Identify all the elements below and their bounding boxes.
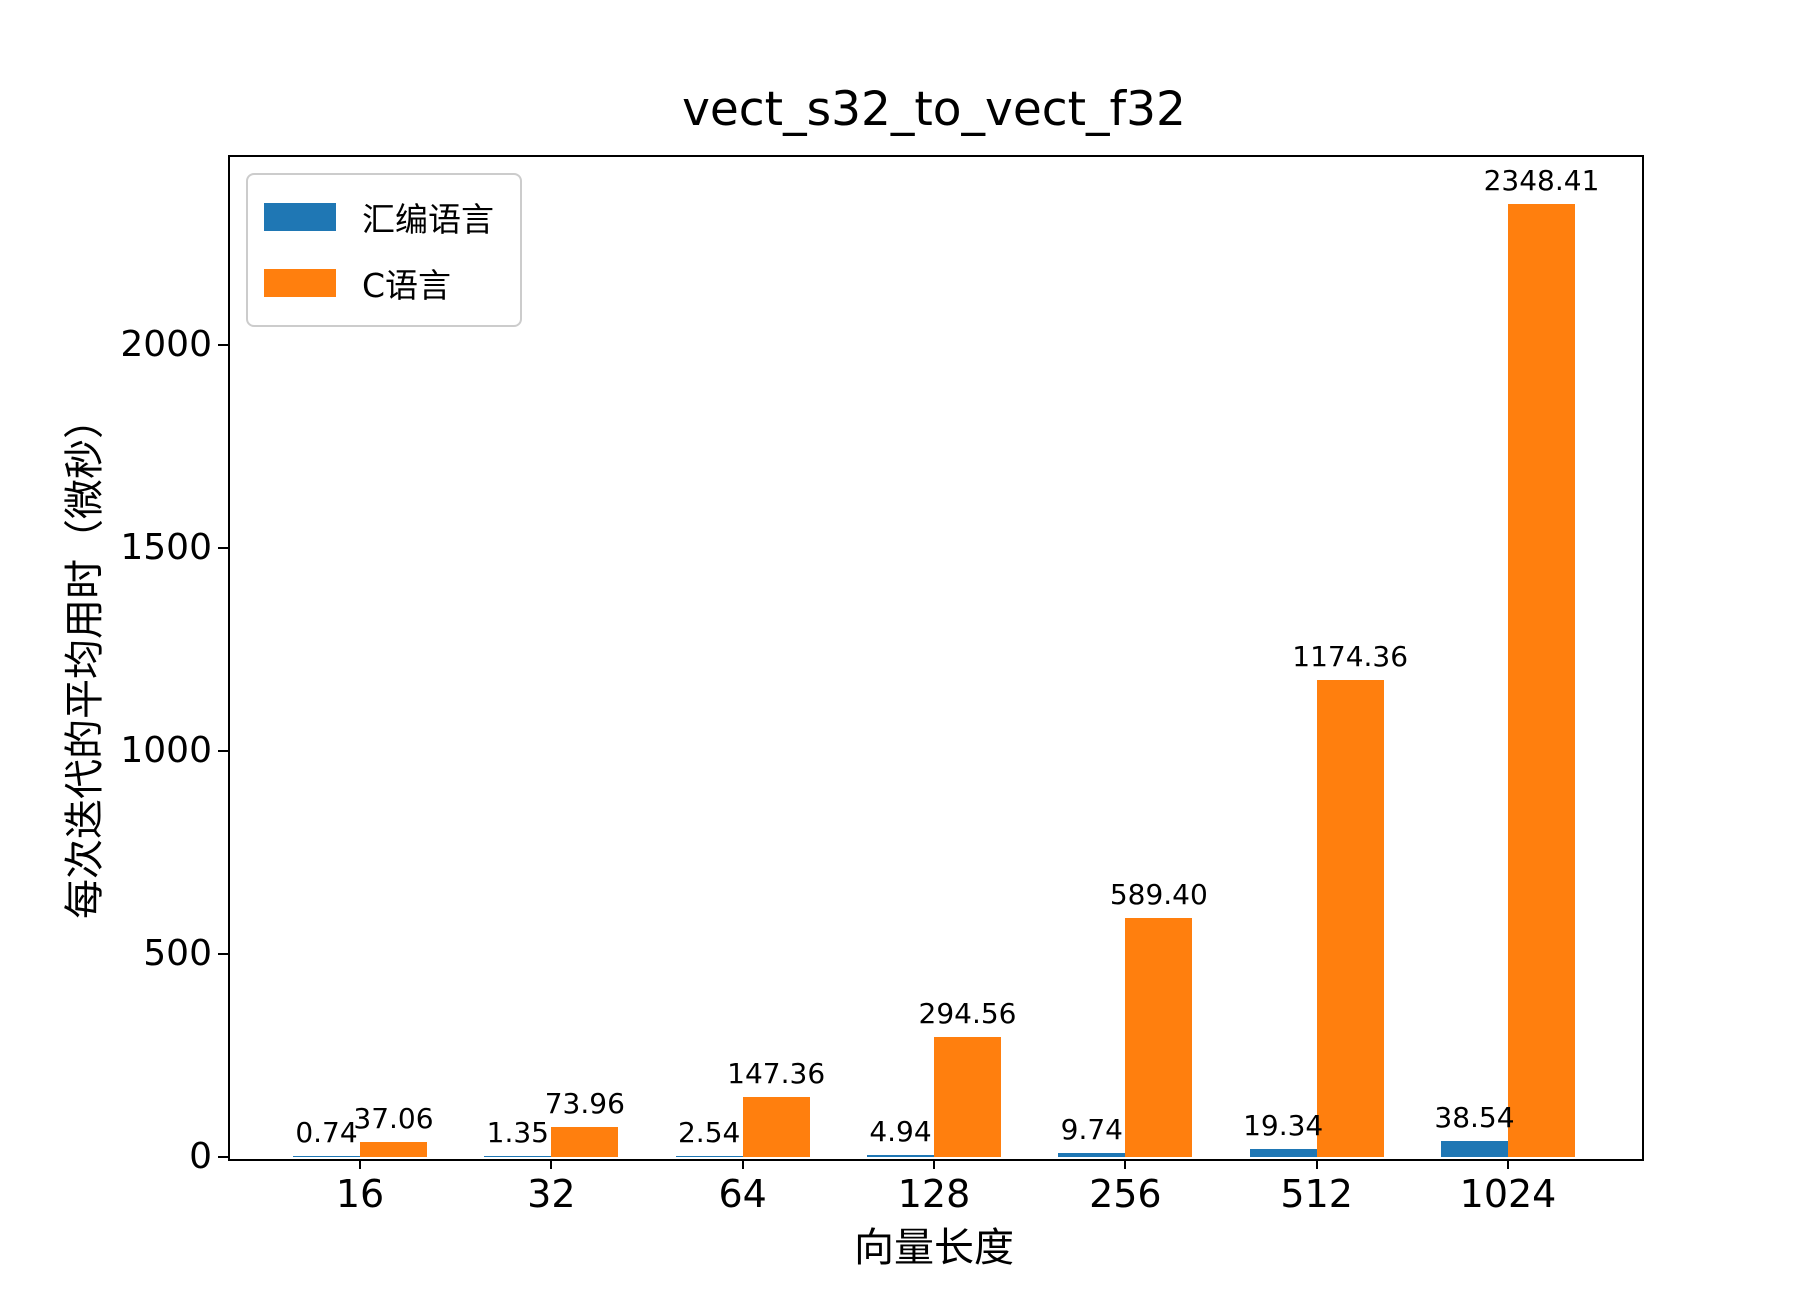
bar-value-label: 4.94 — [869, 1114, 932, 1148]
bar-value-label: 2.54 — [677, 1115, 741, 1149]
bar-value-label: 37.06 — [353, 1101, 434, 1135]
bar-value-label: 589.40 — [1109, 877, 1208, 911]
legend-row-c-language: C语言 — [264, 259, 494, 307]
bar-series-1-256 — [1125, 917, 1193, 1157]
y-tick-label: 500 — [143, 933, 212, 974]
bar-value-label: 294.56 — [918, 997, 1017, 1031]
bar-series-1-512 — [1316, 680, 1384, 1157]
x-tick-mark — [933, 1159, 935, 1169]
bar-series-0-64 — [675, 1155, 743, 1157]
y-tick-mark — [218, 750, 228, 752]
bar-series-1-32 — [551, 1126, 619, 1157]
bar-value-label: 38.54 — [1434, 1101, 1515, 1135]
bar-series-1-16 — [360, 1141, 427, 1157]
bar-value-label: 2348.41 — [1483, 163, 1600, 197]
bar-value-label: 73.96 — [544, 1086, 625, 1120]
legend-row-assembly: 汇编语言 — [264, 193, 494, 241]
legend-label-series-1: C语言 — [362, 266, 452, 305]
x-tick-label: 128 — [897, 1172, 971, 1216]
y-axis-label: 每次迭代的平均用时（微秒） — [62, 399, 108, 919]
y-tick-label: 2000 — [120, 324, 212, 365]
bar-series-0-128 — [867, 1154, 934, 1157]
legend-swatch-series-0 — [264, 203, 336, 231]
x-tick-mark — [1507, 1159, 1509, 1169]
x-tick-mark — [550, 1159, 553, 1169]
legend-swatch-series-1 — [264, 269, 336, 297]
legend: 汇编语言 C语言 — [246, 173, 522, 327]
x-tick-label: 16 — [335, 1172, 385, 1216]
x-tick-label: 512 — [1280, 1172, 1353, 1216]
bar-series-1-1024 — [1508, 203, 1575, 1157]
bar-value-label: 147.36 — [727, 1057, 826, 1091]
y-tick-mark — [218, 344, 228, 346]
bar-value-label: 19.34 — [1243, 1109, 1324, 1143]
x-tick-mark — [1124, 1159, 1127, 1169]
legend-label-series-0: 汇编语言 — [362, 200, 494, 239]
x-tick-label: 32 — [527, 1172, 576, 1216]
bar-value-label: 1.35 — [486, 1116, 549, 1149]
x-tick-label: 64 — [718, 1172, 767, 1216]
bar-value-label: 9.74 — [1060, 1113, 1123, 1147]
y-tick-label: 0 — [189, 1136, 212, 1177]
bar-value-label: 1174.36 — [1292, 640, 1409, 674]
x-tick-label: 256 — [1089, 1172, 1162, 1216]
bar-series-1-64 — [742, 1097, 810, 1157]
x-tick-mark — [1315, 1159, 1318, 1169]
bar-value-label: 0.74 — [295, 1116, 358, 1149]
x-tick-mark — [359, 1159, 361, 1169]
bar-series-0-32 — [484, 1156, 552, 1157]
x-tick-mark — [741, 1159, 744, 1169]
x-tick-label: 1024 — [1459, 1172, 1557, 1216]
x-axis-label: 向量长度 — [854, 1225, 1014, 1271]
y-tick-mark — [218, 1156, 228, 1158]
chart-title: vect_s32_to_vect_f32 — [682, 82, 1186, 137]
bar-series-0-512 — [1249, 1149, 1317, 1157]
bar-series-0-1024 — [1441, 1141, 1508, 1157]
y-tick-label: 1000 — [120, 730, 212, 771]
bar-series-0-256 — [1058, 1153, 1126, 1157]
y-tick-mark — [218, 953, 228, 955]
bar-series-1-128 — [934, 1037, 1001, 1157]
y-tick-label: 1500 — [120, 527, 212, 568]
y-tick-mark — [218, 547, 228, 549]
bar-series-0-16 — [293, 1156, 360, 1157]
